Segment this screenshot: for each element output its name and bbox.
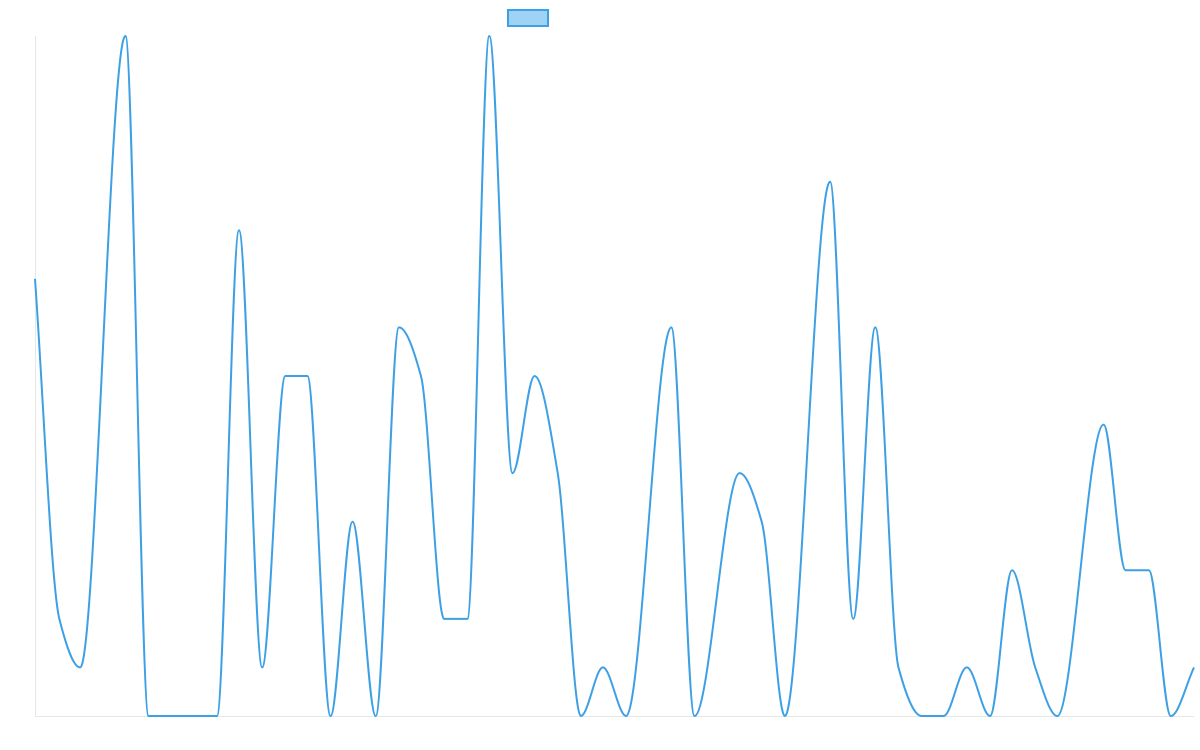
legend-swatch[interactable] <box>507 9 549 27</box>
series-line <box>34 35 1195 717</box>
legend[interactable] <box>507 9 549 27</box>
